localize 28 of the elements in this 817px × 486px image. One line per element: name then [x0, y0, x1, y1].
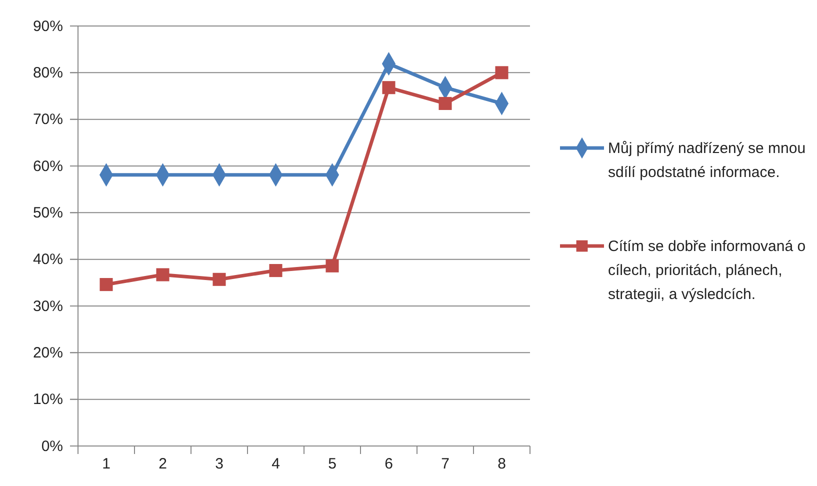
x-tick-label: 8 — [498, 456, 506, 472]
y-tick-label: 60% — [32, 158, 63, 175]
legend-label: Cítím se dobře informovaná o cílech, prioritách, plánech, strategii, a výsledcích. — [608, 238, 806, 303]
point — [438, 96, 452, 110]
y-tick-label: 30% — [32, 298, 63, 315]
y-tick-label: 70% — [32, 111, 63, 128]
y-tick-label: 10% — [32, 391, 63, 408]
point — [269, 264, 282, 278]
legend-label: Můj přímý nadřízený se mnou sdílí podstatné informace. — [608, 140, 806, 181]
y-tick-label: 40% — [32, 251, 63, 268]
point — [326, 259, 339, 272]
x-tick-label: 7 — [441, 456, 450, 472]
y-tick-label: 80% — [32, 64, 63, 82]
point — [495, 66, 508, 80]
point — [100, 278, 113, 292]
y-tick-label: 0% — [41, 438, 63, 455]
point — [382, 81, 396, 94]
x-tick-label: 3 — [215, 456, 224, 472]
point — [156, 268, 170, 282]
y-tick-label: 50% — [32, 204, 63, 222]
y-tick-label: 20% — [32, 344, 63, 362]
point — [212, 272, 226, 286]
x-tick-label: 6 — [384, 456, 393, 472]
x-tick-label: 1 — [102, 456, 110, 472]
x-tick-label: 4 — [272, 456, 280, 472]
y-tick-label: 90% — [32, 18, 63, 35]
x-tick-label: 5 — [328, 456, 336, 472]
x-tick-label: 2 — [158, 456, 167, 472]
